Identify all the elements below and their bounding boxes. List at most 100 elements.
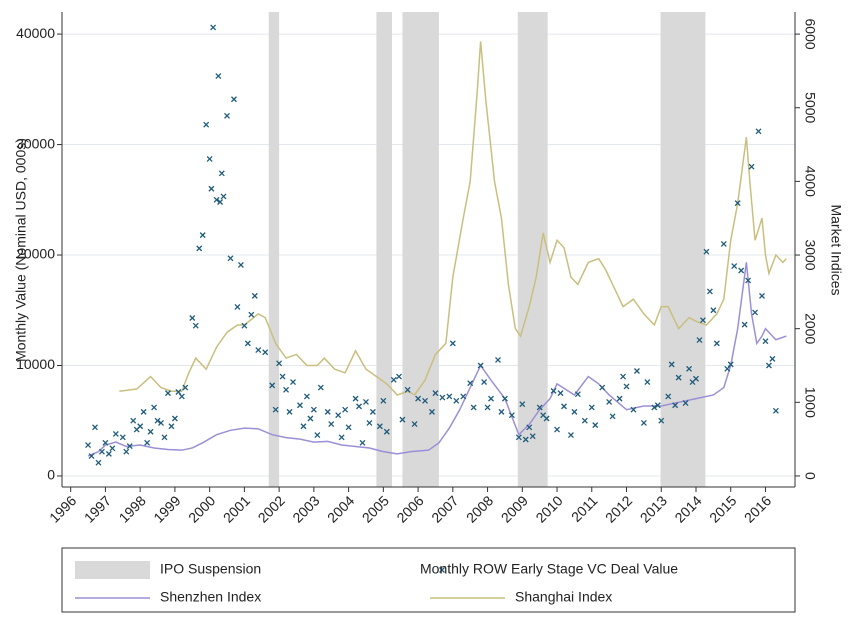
scatter-point	[345, 424, 352, 431]
scatter-point	[307, 415, 314, 422]
x-tick-label: 1999	[150, 492, 183, 525]
scatter-point	[328, 421, 335, 427]
scatter-point	[449, 340, 456, 347]
scatter-point	[693, 375, 699, 382]
scatter-point	[269, 382, 276, 389]
scatter-point	[571, 408, 578, 415]
scatter-point	[137, 423, 144, 430]
scatter-point	[92, 424, 98, 431]
scatter-point	[98, 448, 105, 455]
scatter-point	[255, 347, 262, 353]
scatter-point	[109, 445, 116, 452]
scatter-point	[665, 393, 672, 400]
scatter-point	[686, 365, 693, 372]
x-tick-label: 2005	[359, 492, 392, 525]
y-axis-label: Monthly Value (Nominal USD, 000s)	[13, 138, 29, 362]
scatter-point	[154, 417, 161, 424]
scatter-point	[112, 431, 119, 437]
scatter-point	[515, 434, 522, 441]
scatter-point	[168, 423, 175, 430]
scatter-point	[276, 360, 283, 367]
legend-label: Shenzhen Index	[160, 589, 261, 605]
scatter-point	[251, 292, 258, 299]
scatter-point	[272, 406, 279, 413]
scatter-point	[314, 432, 321, 439]
scatter-point	[338, 434, 345, 441]
scatter-point	[501, 395, 508, 402]
index-line	[119, 41, 787, 396]
scatter-point	[727, 361, 734, 368]
scatter-point	[317, 384, 324, 391]
scatter-point	[217, 199, 224, 205]
scatter-point	[658, 417, 665, 424]
ipo-suspension-span	[268, 12, 280, 487]
scatter-point	[85, 442, 92, 448]
x-tick-label: 2014	[671, 492, 704, 525]
scatter-point	[574, 391, 581, 398]
scatter-point	[620, 373, 626, 380]
scatter-point	[495, 357, 501, 363]
scatter-point	[178, 393, 185, 400]
scatter-point	[470, 404, 477, 411]
scatter-point	[206, 155, 213, 162]
scatter-point	[383, 428, 390, 435]
scatter-point	[536, 404, 543, 411]
scatter-point	[215, 73, 222, 80]
scatter-point	[151, 404, 158, 411]
scatter-point	[363, 398, 369, 405]
scatter-point	[672, 402, 679, 409]
scatter-point	[508, 412, 515, 419]
scatter-point	[713, 340, 720, 347]
scatter-point	[376, 423, 383, 430]
scatter-point	[123, 448, 130, 455]
y2-tick-label: 5000	[802, 92, 818, 123]
scatter-point	[208, 185, 215, 192]
scatter-point	[731, 263, 738, 270]
scatter-point	[390, 376, 397, 383]
y2-tick-label: 6000	[802, 19, 818, 50]
scatter-point	[741, 321, 748, 328]
scatter-point	[213, 196, 220, 203]
scatter-point	[279, 373, 286, 380]
scatter-point	[481, 379, 488, 386]
scatter-point	[175, 389, 182, 395]
scatter-point	[297, 402, 303, 409]
scatter-point	[772, 407, 779, 414]
scatter-point	[606, 398, 613, 405]
scatter-point	[640, 419, 647, 426]
ipo-suspension-span	[660, 12, 706, 487]
y2-tick-label: 0	[802, 472, 818, 480]
scatter-point	[356, 403, 362, 410]
x-tick-label: 2012	[602, 492, 635, 525]
x-tick-label: 2016	[741, 492, 774, 525]
scatter-point	[529, 433, 536, 440]
x-tick-label: 2000	[185, 492, 218, 525]
legend-swatch	[439, 567, 445, 573]
scatter-point	[623, 383, 630, 390]
scatter-point	[203, 121, 210, 128]
scatter-point	[484, 404, 491, 411]
scatter-point	[369, 408, 376, 415]
scatter-point	[467, 380, 474, 387]
scatter-point	[644, 379, 651, 386]
scatter-point	[522, 436, 529, 443]
scatter-point	[262, 349, 269, 356]
scatter-point	[703, 248, 710, 255]
scatter-point	[554, 426, 560, 433]
legend-box	[61, 547, 796, 613]
ipo-suspension-span	[517, 12, 548, 487]
scatter-point	[290, 379, 296, 386]
scatter-point	[396, 373, 402, 380]
scatter-point	[460, 393, 467, 400]
scatter-point	[762, 338, 769, 345]
scatter-point	[199, 232, 206, 239]
x-tick-label: 2011	[568, 492, 601, 525]
scatter-point	[609, 413, 616, 420]
x-tick-label: 2004	[324, 492, 357, 525]
scatter-point	[755, 128, 762, 135]
scatter-point	[561, 403, 567, 410]
scatter-point	[283, 386, 290, 393]
legend-label: IPO Suspension	[160, 561, 261, 577]
scatter-point	[192, 322, 199, 329]
